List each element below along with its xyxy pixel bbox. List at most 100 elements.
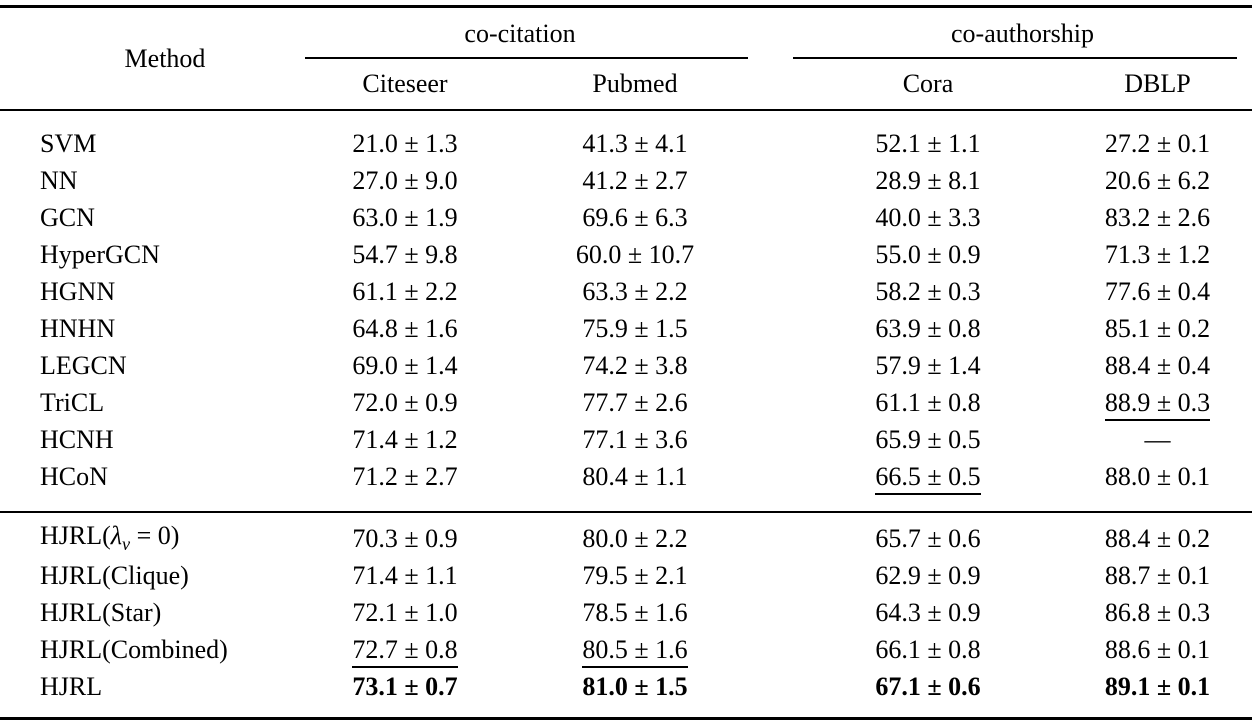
value-text: 65.9 ± 0.5 bbox=[875, 424, 981, 454]
value-text: 78.5 ± 1.6 bbox=[582, 597, 688, 627]
value-text: 77.7 ± 2.6 bbox=[582, 387, 688, 417]
value-text: 85.1 ± 0.2 bbox=[1104, 313, 1211, 343]
value-text: 27.0 ± 9.0 bbox=[352, 165, 458, 195]
table-row: HJRL(λv = 0) 70.3 ± 0.9 80.0 ± 2.2 65.7 ± 0… bbox=[0, 512, 1252, 557]
value-cell: 60.0 ± 10.7 bbox=[520, 236, 750, 273]
value-cell: 80.4 ± 1.1 bbox=[520, 458, 750, 512]
table-row: HGNN 61.1 ± 2.2 63.3 ± 2.2 58.2 ± 0.3 77.6 ±… bbox=[0, 273, 1252, 310]
method-cell: HJRL(Star) bbox=[40, 597, 162, 627]
value-text: 88.7 ± 0.1 bbox=[1104, 560, 1211, 590]
method-cell: HyperGCN bbox=[40, 239, 160, 269]
value-text: 69.6 ± 6.3 bbox=[582, 202, 688, 232]
value-text: 64.8 ± 1.6 bbox=[352, 313, 458, 343]
value-cell: 72.0 ± 0.9 bbox=[290, 384, 520, 421]
value-text: 70.3 ± 0.9 bbox=[352, 523, 458, 553]
value-cell: 72.1 ± 1.0 bbox=[290, 594, 520, 631]
value-text: 88.6 ± 0.1 bbox=[1104, 634, 1211, 664]
value-cell: 41.2 ± 2.7 bbox=[520, 162, 750, 199]
column-header-pubmed: Pubmed bbox=[520, 59, 750, 111]
value-cell: 65.9 ± 0.5 bbox=[793, 421, 1063, 458]
table-row: NN 27.0 ± 9.0 41.2 ± 2.7 28.9 ± 8.1 20.6 ± 6… bbox=[0, 162, 1252, 199]
value-text: 80.5 ± 1.6 bbox=[582, 634, 688, 668]
method-cell: HCNH bbox=[40, 424, 114, 454]
value-cell: 86.8 ± 0.3 bbox=[1063, 594, 1252, 631]
value-cell: 85.1 ± 0.2 bbox=[1063, 310, 1252, 347]
value-cell: 65.7 ± 0.6 bbox=[793, 512, 1063, 557]
method-cell: HJRL(Clique) bbox=[40, 560, 189, 590]
value-text: 61.1 ± 0.8 bbox=[875, 387, 981, 417]
value-text: 74.2 ± 3.8 bbox=[582, 350, 688, 380]
value-cell: 21.0 ± 1.3 bbox=[290, 110, 520, 162]
value-text: 63.9 ± 0.8 bbox=[875, 313, 981, 343]
table-row: HCoN 71.2 ± 2.7 80.4 ± 1.1 66.5 ± 0.5 88.0 ±… bbox=[0, 458, 1252, 512]
table-row: GCN 63.0 ± 1.9 69.6 ± 6.3 40.0 ± 3.3 83.2 ± … bbox=[0, 199, 1252, 236]
value-cell: 88.9 ± 0.3 bbox=[1063, 384, 1252, 421]
value-text: 62.9 ± 0.9 bbox=[875, 560, 981, 590]
method-cell: GCN bbox=[40, 202, 95, 232]
value-cell: 69.0 ± 1.4 bbox=[290, 347, 520, 384]
value-text: 65.7 ± 0.6 bbox=[875, 523, 981, 553]
column-gap bbox=[750, 59, 793, 111]
column-header-row: Citeseer Pubmed Cora DBLP bbox=[0, 59, 1252, 111]
spacer-cell bbox=[750, 594, 793, 631]
method-column-header: Method bbox=[0, 6, 290, 111]
value-cell: 64.3 ± 0.9 bbox=[793, 594, 1063, 631]
value-text: 40.0 ± 3.3 bbox=[875, 202, 981, 232]
value-text: 88.0 ± 0.1 bbox=[1104, 461, 1211, 491]
value-text: 54.7 ± 9.8 bbox=[352, 239, 458, 269]
value-cell: 27.0 ± 9.0 bbox=[290, 162, 520, 199]
group-label-co-authorship: co-authorship bbox=[951, 18, 1094, 48]
value-cell: 63.3 ± 2.2 bbox=[520, 273, 750, 310]
table-row: HJRL(Star) 72.1 ± 1.0 78.5 ± 1.6 64.3 ± 0.9… bbox=[0, 594, 1252, 631]
value-text: 63.0 ± 1.9 bbox=[352, 202, 458, 232]
value-cell: 89.1 ± 0.1 bbox=[1063, 668, 1252, 719]
value-text: 80.4 ± 1.1 bbox=[582, 461, 688, 491]
value-text: 66.1 ± 0.8 bbox=[875, 634, 981, 664]
value-text: 41.2 ± 2.7 bbox=[582, 165, 688, 195]
value-text: 72.7 ± 0.8 bbox=[352, 634, 458, 668]
value-cell: 70.3 ± 0.9 bbox=[290, 512, 520, 557]
value-text: — bbox=[1144, 424, 1171, 454]
table-row: HJRL(Clique) 71.4 ± 1.1 79.5 ± 2.1 62.9 ± 0… bbox=[0, 557, 1252, 594]
co-citation-rule bbox=[305, 57, 748, 59]
value-text: 57.9 ± 1.4 bbox=[875, 350, 981, 380]
spacer-cell bbox=[750, 273, 793, 310]
table-row: HNHN 64.8 ± 1.6 75.9 ± 1.5 63.9 ± 0.8 85.1 ±… bbox=[0, 310, 1252, 347]
method-cell: TriCL bbox=[40, 387, 105, 417]
spacer-cell bbox=[750, 512, 793, 557]
value-cell: 80.5 ± 1.6 bbox=[520, 631, 750, 668]
value-text: 71.2 ± 2.7 bbox=[352, 461, 458, 491]
table-row: SVM 21.0 ± 1.3 41.3 ± 4.1 52.1 ± 1.1 27.2 ± … bbox=[0, 110, 1252, 162]
value-cell: 41.3 ± 4.1 bbox=[520, 110, 750, 162]
value-text: 69.0 ± 1.4 bbox=[352, 350, 458, 380]
value-cell: 88.4 ± 0.2 bbox=[1063, 512, 1252, 557]
column-header-citeseer: Citeseer bbox=[290, 59, 520, 111]
results-table: Method co-citation co-authorship Citesee… bbox=[0, 5, 1252, 720]
value-cell: 64.8 ± 1.6 bbox=[290, 310, 520, 347]
value-cell: 80.0 ± 2.2 bbox=[520, 512, 750, 557]
method-cell: HCoN bbox=[40, 461, 108, 491]
table-row: TriCL 72.0 ± 0.9 77.7 ± 2.6 61.1 ± 0.8 88.9 … bbox=[0, 384, 1252, 421]
method-cell: HJRL bbox=[40, 671, 103, 701]
value-cell: 28.9 ± 8.1 bbox=[793, 162, 1063, 199]
group-header-co-authorship: co-authorship bbox=[793, 7, 1252, 59]
value-text: 79.5 ± 2.1 bbox=[582, 560, 688, 590]
value-text: 64.3 ± 0.9 bbox=[875, 597, 981, 627]
value-cell: 79.5 ± 2.1 bbox=[520, 557, 750, 594]
value-text: 63.3 ± 2.2 bbox=[582, 276, 688, 306]
value-text: 77.6 ± 0.4 bbox=[1104, 276, 1211, 306]
value-cell: 66.5 ± 0.5 bbox=[793, 458, 1063, 512]
value-text: 73.1 ± 0.7 bbox=[352, 671, 458, 701]
value-cell: 77.6 ± 0.4 bbox=[1063, 273, 1252, 310]
value-text: 20.6 ± 6.2 bbox=[1104, 165, 1211, 195]
value-text: 55.0 ± 0.9 bbox=[875, 239, 981, 269]
table-header: Method co-citation co-authorship Citesee… bbox=[0, 6, 1252, 111]
value-cell: 61.1 ± 0.8 bbox=[793, 384, 1063, 421]
value-cell: 55.0 ± 0.9 bbox=[793, 236, 1063, 273]
column-header-cora: Cora bbox=[793, 59, 1063, 111]
value-text: 67.1 ± 0.6 bbox=[875, 671, 981, 701]
group-label-co-citation: co-citation bbox=[464, 18, 576, 48]
value-text: 80.0 ± 2.2 bbox=[582, 523, 688, 553]
value-cell: 81.0 ± 1.5 bbox=[520, 668, 750, 719]
